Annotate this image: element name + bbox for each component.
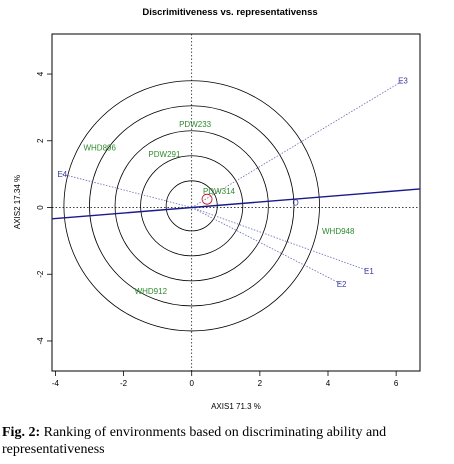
- genotype-label-whd896: WHD896: [83, 143, 116, 152]
- plot-frame: [51, 33, 421, 372]
- vector-e1: [191, 207, 370, 272]
- aec-axis: [51, 188, 421, 220]
- y-tick-label: 2: [36, 138, 45, 143]
- x-tick-label: 6: [394, 379, 399, 388]
- figure-caption: Fig. 2: Ranking of environments based on…: [2, 424, 452, 458]
- y-tick-label: 0: [36, 205, 45, 210]
- x-tick-label: 4: [326, 379, 331, 388]
- y-axis-label: AXIS2 17.34 %: [13, 175, 22, 229]
- x-tick-label: -2: [120, 379, 128, 388]
- caption-label: Fig. 2:: [2, 425, 41, 440]
- genotype-label-pdw314: PDW314: [203, 187, 236, 196]
- vector-e2: [191, 207, 342, 285]
- environment-label-e2: E2: [337, 280, 347, 289]
- genotype-label-whd912: WHD912: [135, 287, 168, 296]
- environment-vectors: [62, 80, 404, 285]
- point-labels: PDW233 WHD896 PDW291 PDW314 WHD948 WHD912 E3 E4…: [57, 77, 408, 296]
- vector-e4: [62, 173, 192, 208]
- biplot-chart: Discrimitiveness vs. representativenss -…: [13, 7, 421, 411]
- extra-mark-label: O: [293, 199, 299, 208]
- vector-e3: [191, 80, 404, 208]
- y-tick-label: -2: [36, 270, 45, 278]
- average-environment-marker: [201, 193, 213, 205]
- x-tick-label: -4: [52, 379, 60, 388]
- environment-label-e3: E3: [398, 77, 408, 86]
- aec-line: [51, 188, 421, 220]
- x-tick-label: 2: [258, 379, 263, 388]
- y-tick-label: -4: [36, 337, 45, 345]
- origin-axes: [52, 34, 420, 371]
- chart-title: Discrimitiveness vs. representativenss: [142, 7, 317, 18]
- genotype-label-whd948: WHD948: [322, 227, 355, 236]
- environment-label-e1: E1: [364, 267, 374, 276]
- concentric-circle-3: [114, 130, 269, 282]
- y-tick-label: 4: [36, 71, 45, 76]
- axis-ticks: -4 -2 0 2 4 6 -4 -2 0 2 4: [36, 71, 399, 388]
- x-tick-label: 0: [189, 379, 194, 388]
- genotype-label-pdw233: PDW233: [179, 120, 212, 129]
- genotype-label-pdw291: PDW291: [148, 150, 181, 159]
- environment-label-e4: E4: [57, 170, 67, 179]
- caption-text: Ranking of environments based on discrim…: [2, 425, 387, 457]
- concentric-circle-4: [89, 105, 295, 307]
- x-axis-label: AXIS1 71.3 %: [211, 402, 261, 411]
